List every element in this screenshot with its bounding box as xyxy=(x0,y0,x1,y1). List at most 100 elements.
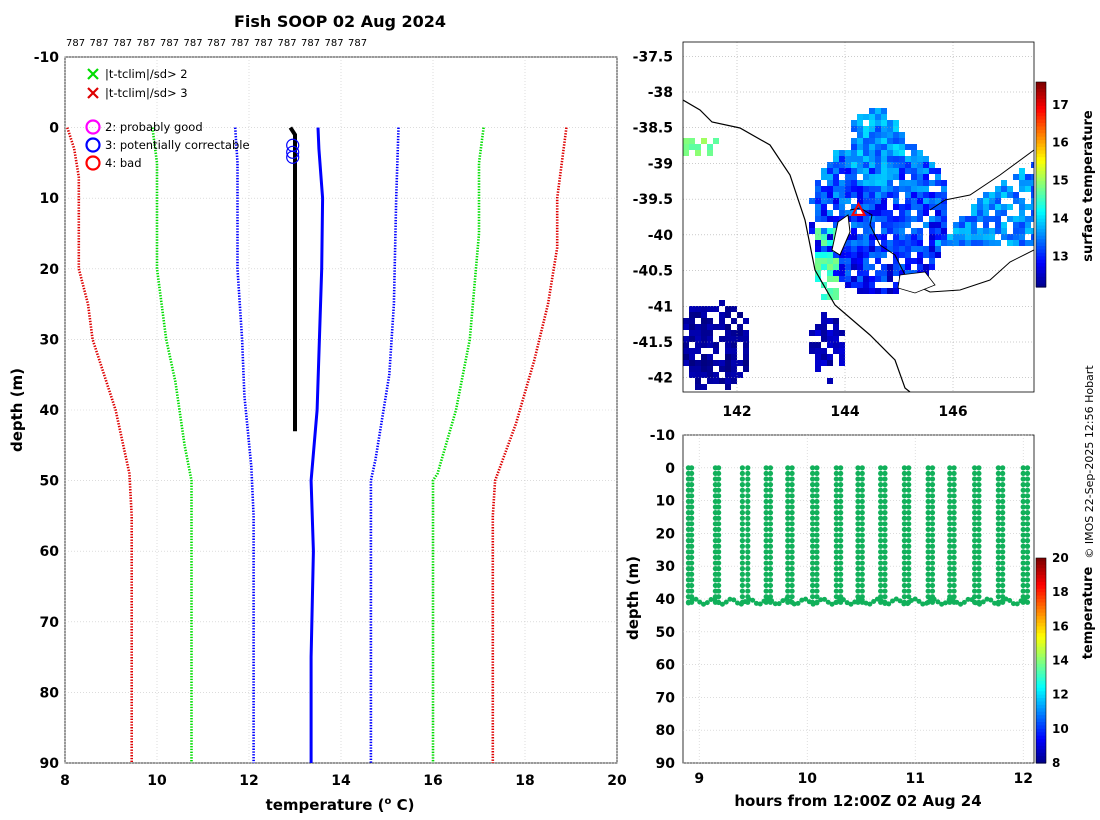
map-sst-cell xyxy=(857,114,863,120)
map-sst-cell xyxy=(911,150,917,156)
timeseries-point xyxy=(716,510,722,516)
map-sst-cell xyxy=(911,168,917,174)
station-id: 787 xyxy=(90,38,109,49)
timeseries-point xyxy=(761,598,767,604)
map-sst-cell xyxy=(689,360,695,366)
timeseries-point xyxy=(1000,549,1006,555)
timeseries-point xyxy=(810,554,816,561)
timeseries-point xyxy=(745,582,751,589)
map-sst-cell xyxy=(869,120,875,126)
timeseries-point xyxy=(810,577,816,583)
timeseries-point xyxy=(810,538,816,544)
timeseries-point xyxy=(738,601,744,607)
timeseries-point xyxy=(863,600,869,606)
timeseries-point xyxy=(763,521,769,527)
timeseries-colorbar-segment xyxy=(1036,564,1046,569)
map-sst-cell xyxy=(899,222,905,228)
timeseries-point xyxy=(995,526,1001,533)
map-sst-cell xyxy=(995,192,1001,198)
timeseries-point xyxy=(789,487,795,493)
map-sst-cell xyxy=(935,240,941,246)
timeseries-colorbar-tick-label: 10 xyxy=(1052,722,1069,736)
map-sst-cell xyxy=(899,138,905,144)
timeseries-point xyxy=(901,498,908,505)
timeseries-point xyxy=(689,526,695,533)
station-id: 787 xyxy=(66,38,85,49)
timeseries-point xyxy=(951,470,957,477)
map-sst-cell xyxy=(953,228,959,234)
timeseries-point xyxy=(878,504,884,510)
map-sst-cell xyxy=(1025,228,1031,234)
map-sst-cell xyxy=(839,186,845,192)
map-sst-cell xyxy=(707,354,713,360)
timeseries-point xyxy=(814,482,820,488)
map-sst-cell xyxy=(989,240,995,246)
timeseries-point xyxy=(947,515,953,521)
legend-circle-marker xyxy=(85,119,101,135)
legend-circle-marker xyxy=(85,155,101,171)
map-sst-cell xyxy=(815,210,821,216)
timeseries-point xyxy=(785,560,791,566)
map-sst-cell xyxy=(1001,192,1007,198)
timeseries-point xyxy=(1000,560,1006,566)
timeseries-point xyxy=(716,482,722,488)
map-sst-cell xyxy=(701,342,707,348)
legend-x-marker xyxy=(87,87,99,99)
map-sst-cell xyxy=(695,150,701,156)
map-sst-cell xyxy=(953,234,959,240)
map-sst-cell xyxy=(857,162,863,168)
timeseries-point xyxy=(716,554,722,561)
timeseries-point xyxy=(1024,582,1031,589)
timeseries-point xyxy=(833,487,839,493)
timeseries-point xyxy=(767,521,774,527)
timeseries-point xyxy=(929,476,936,482)
timeseries-point xyxy=(976,594,982,600)
timeseries-colorbar-segment xyxy=(1036,619,1046,624)
timeseries-point xyxy=(763,532,769,538)
map-colorbar-segment xyxy=(1036,140,1046,145)
timeseries-point xyxy=(878,538,884,544)
timeseries-colorbar-segment xyxy=(1036,558,1046,563)
timeseries-point xyxy=(716,549,722,555)
map-sst-cell xyxy=(701,312,707,318)
timeseries-point xyxy=(1024,560,1031,566)
map-xtick-label: 144 xyxy=(830,404,859,420)
map-sst-cell xyxy=(827,234,833,240)
timeseries-point xyxy=(716,498,722,505)
station-id: 787 xyxy=(278,38,297,49)
timeseries-point xyxy=(750,597,756,603)
map-sst-cell xyxy=(899,240,905,246)
timeseries-point xyxy=(972,515,978,521)
profile-ytick-label: -10 xyxy=(34,50,60,66)
timeseries-point xyxy=(767,515,774,521)
map-colorbar-segment xyxy=(1036,266,1046,271)
timeseries-point xyxy=(833,532,839,538)
map-sst-cell xyxy=(899,150,905,156)
timeseries-point xyxy=(689,532,695,538)
map-sst-cell xyxy=(917,192,923,198)
map-sst-cell xyxy=(821,168,827,174)
map-sst-cell xyxy=(821,216,827,222)
timeseries-point xyxy=(929,571,936,577)
timeseries-point xyxy=(976,549,982,555)
timeseries-point xyxy=(763,566,769,572)
timeseries-point xyxy=(951,549,957,555)
profile-ytick-label: 90 xyxy=(40,756,60,772)
timeseries-point xyxy=(939,601,945,607)
map-colorbar-segment xyxy=(1036,174,1046,179)
timeseries-point xyxy=(1024,521,1031,527)
map-sst-cell xyxy=(683,360,689,366)
map-sst-cell xyxy=(911,198,917,204)
timeseries-point xyxy=(1024,504,1031,510)
timeseries-point xyxy=(859,538,865,544)
timeseries-point xyxy=(716,532,722,538)
timeseries-point xyxy=(745,588,751,594)
map-sst-cell xyxy=(893,258,899,264)
timeseries-colorbar-segment xyxy=(1036,687,1046,692)
timeseries-point xyxy=(814,594,820,600)
map-sst-cell xyxy=(815,192,821,198)
timeseries-point xyxy=(855,543,861,549)
map-sst-cell xyxy=(827,252,833,258)
map-sst-cell xyxy=(1019,180,1025,186)
